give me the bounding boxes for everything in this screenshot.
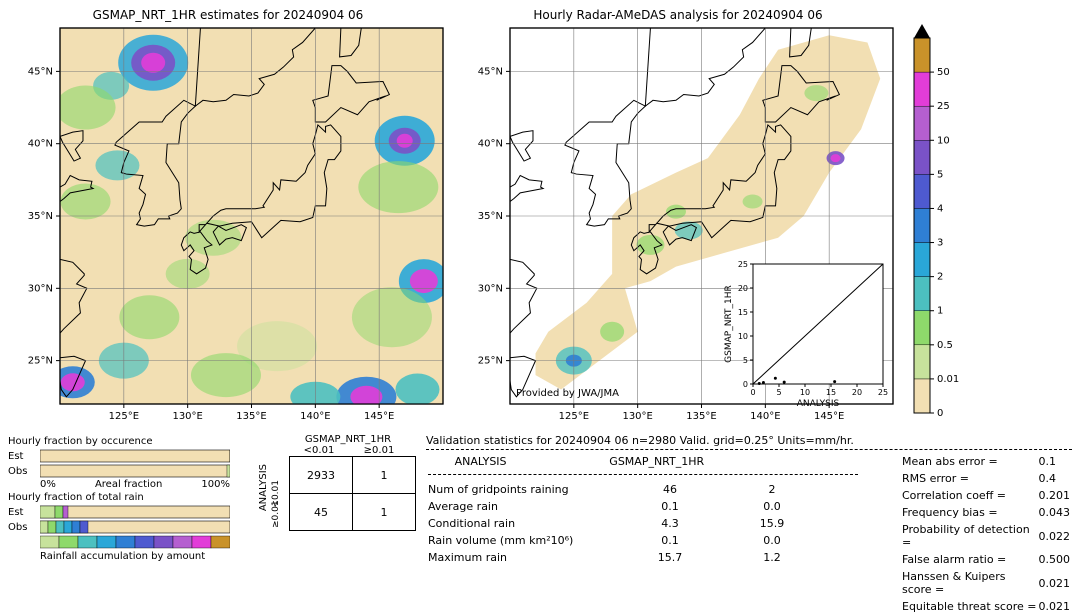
- stats-header: Validation statistics for 20240904 06 n=…: [426, 434, 1072, 447]
- ct-row-title: ANALYSIS: [258, 464, 269, 511]
- fraction-block: Hourly fraction by occurence Est Obs 0% …: [8, 434, 248, 616]
- dash-1: [426, 449, 1072, 450]
- svg-text:Provided by JWA/JMA: Provided by JWA/JMA: [516, 388, 619, 399]
- ct-01: 1: [353, 457, 416, 494]
- est-label-2: Est: [8, 507, 36, 518]
- maps-row: GSMAP_NRT_1HR estimates for 20240904 06 …: [8, 8, 1072, 428]
- svg-text:30°N: 30°N: [28, 283, 53, 294]
- svg-text:45°N: 45°N: [478, 66, 503, 77]
- stats-block: Validation statistics for 20240904 06 n=…: [426, 434, 1072, 616]
- acc-legend: [40, 535, 230, 549]
- svg-text:130°E: 130°E: [172, 411, 202, 422]
- occ-est-bar: [40, 449, 230, 463]
- ct-11: 1: [353, 494, 416, 531]
- svg-text:20: 20: [852, 388, 862, 397]
- svg-text:0: 0: [743, 380, 748, 389]
- tot-est-bar: [40, 505, 230, 519]
- stats-right-body: Mean abs error = 0.1RMS error = 0.4Corre…: [900, 452, 1072, 616]
- ct-col-0: <0.01: [289, 445, 349, 456]
- ct-col-1: ≥0.01: [349, 445, 409, 456]
- axis-mid: Areal fraction: [95, 479, 162, 490]
- colorbar-svg: 0 0.01 0.5 1 2 3 4 5 10 25 50: [908, 8, 978, 428]
- svg-text:4: 4: [937, 203, 943, 214]
- svg-text:25: 25: [937, 101, 950, 112]
- svg-text:140°E: 140°E: [300, 411, 330, 422]
- svg-text:135°E: 135°E: [236, 411, 266, 422]
- ct-10: 45: [290, 494, 353, 531]
- obs-label-2: Obs: [8, 522, 36, 533]
- stats-left-table: ANALYSISGSMAP_NRT_1HR: [426, 452, 870, 480]
- ct-00: 2933: [290, 457, 353, 494]
- svg-text:5: 5: [743, 356, 748, 365]
- ct-col-title: GSMAP_NRT_1HR: [280, 434, 416, 445]
- axis-1: 100%: [201, 479, 230, 490]
- svg-text:50: 50: [937, 67, 950, 78]
- tot-title: Hourly fraction of total rain: [8, 492, 248, 503]
- colorbar-panel: 0 0.01 0.5 1 2 3 4 5 10 25 50: [908, 8, 978, 428]
- svg-text:145°E: 145°E: [814, 411, 844, 422]
- svg-text:10: 10: [800, 388, 810, 397]
- svg-text:125°E: 125°E: [109, 411, 139, 422]
- svg-text:35°N: 35°N: [478, 211, 503, 222]
- svg-text:2: 2: [937, 272, 943, 283]
- svg-text:0: 0: [937, 408, 943, 419]
- contingency-block: GSMAP_NRT_1HR ANALYSIS <0.01 ≥0.01 <0.01…: [258, 434, 416, 616]
- svg-text:10: 10: [738, 332, 748, 341]
- occ-title: Hourly fraction by occurence: [8, 436, 248, 447]
- stats-col-1: ANALYSIS: [455, 454, 608, 469]
- left-map-svg: 125°E 130°E 135°E 140°E 145°E 25°N 30°N 35°N 40°…: [8, 26, 448, 426]
- right-map-title: Hourly Radar-AMeDAS analysis for 2024090…: [458, 8, 898, 22]
- svg-text:5: 5: [937, 169, 943, 180]
- tot-obs-bar: [40, 520, 230, 534]
- svg-text:40°N: 40°N: [478, 139, 503, 150]
- stats-left-body: Num of gridpoints raining462Average rain…: [426, 480, 834, 567]
- svg-text:0: 0: [750, 388, 755, 397]
- bottom-row: Hourly fraction by occurence Est Obs 0% …: [8, 434, 1072, 616]
- svg-text:20: 20: [738, 284, 748, 293]
- axis-0: 0%: [40, 479, 56, 490]
- svg-text:15: 15: [738, 308, 748, 317]
- acc-title: Rainfall accumulation by amount: [40, 551, 248, 562]
- right-map-svg: 125°E 130°E 135°E 140°E 145°E 25°N 30°N 35°N 40°…: [458, 26, 898, 426]
- svg-text:GSMAP_NRT_1HR: GSMAP_NRT_1HR: [724, 285, 734, 363]
- svg-text:0.5: 0.5: [937, 340, 953, 351]
- svg-text:130°E: 130°E: [622, 411, 652, 422]
- svg-text:145°E: 145°E: [364, 411, 394, 422]
- svg-text:25: 25: [878, 388, 888, 397]
- svg-text:5: 5: [776, 388, 781, 397]
- svg-text:125°E: 125°E: [559, 411, 589, 422]
- ct-row-1: ≥0.01: [271, 497, 289, 531]
- svg-text:ANALYSIS: ANALYSIS: [797, 399, 840, 409]
- svg-text:15: 15: [826, 388, 836, 397]
- svg-text:140°E: 140°E: [750, 411, 780, 422]
- svg-text:40°N: 40°N: [28, 139, 53, 150]
- obs-label-1: Obs: [8, 466, 36, 477]
- svg-text:25°N: 25°N: [478, 356, 503, 367]
- left-map-panel: GSMAP_NRT_1HR estimates for 20240904 06 …: [8, 8, 448, 428]
- right-map-panel: Hourly Radar-AMeDAS analysis for 2024090…: [458, 8, 898, 428]
- left-map-title: GSMAP_NRT_1HR estimates for 20240904 06: [8, 8, 448, 22]
- svg-text:135°E: 135°E: [686, 411, 716, 422]
- occ-obs-bar: [40, 464, 230, 478]
- svg-text:30°N: 30°N: [478, 283, 503, 294]
- est-label-1: Est: [8, 451, 36, 462]
- ct-table: 29331 451: [289, 456, 416, 531]
- svg-text:0.01: 0.01: [937, 374, 959, 385]
- svg-text:45°N: 45°N: [28, 66, 53, 77]
- svg-text:35°N: 35°N: [28, 211, 53, 222]
- svg-text:25°N: 25°N: [28, 356, 53, 367]
- svg-text:25: 25: [738, 260, 748, 269]
- svg-text:1: 1: [937, 306, 943, 317]
- svg-text:10: 10: [937, 135, 950, 146]
- svg-text:3: 3: [937, 238, 943, 249]
- stats-col-2: GSMAP_NRT_1HR: [609, 454, 868, 469]
